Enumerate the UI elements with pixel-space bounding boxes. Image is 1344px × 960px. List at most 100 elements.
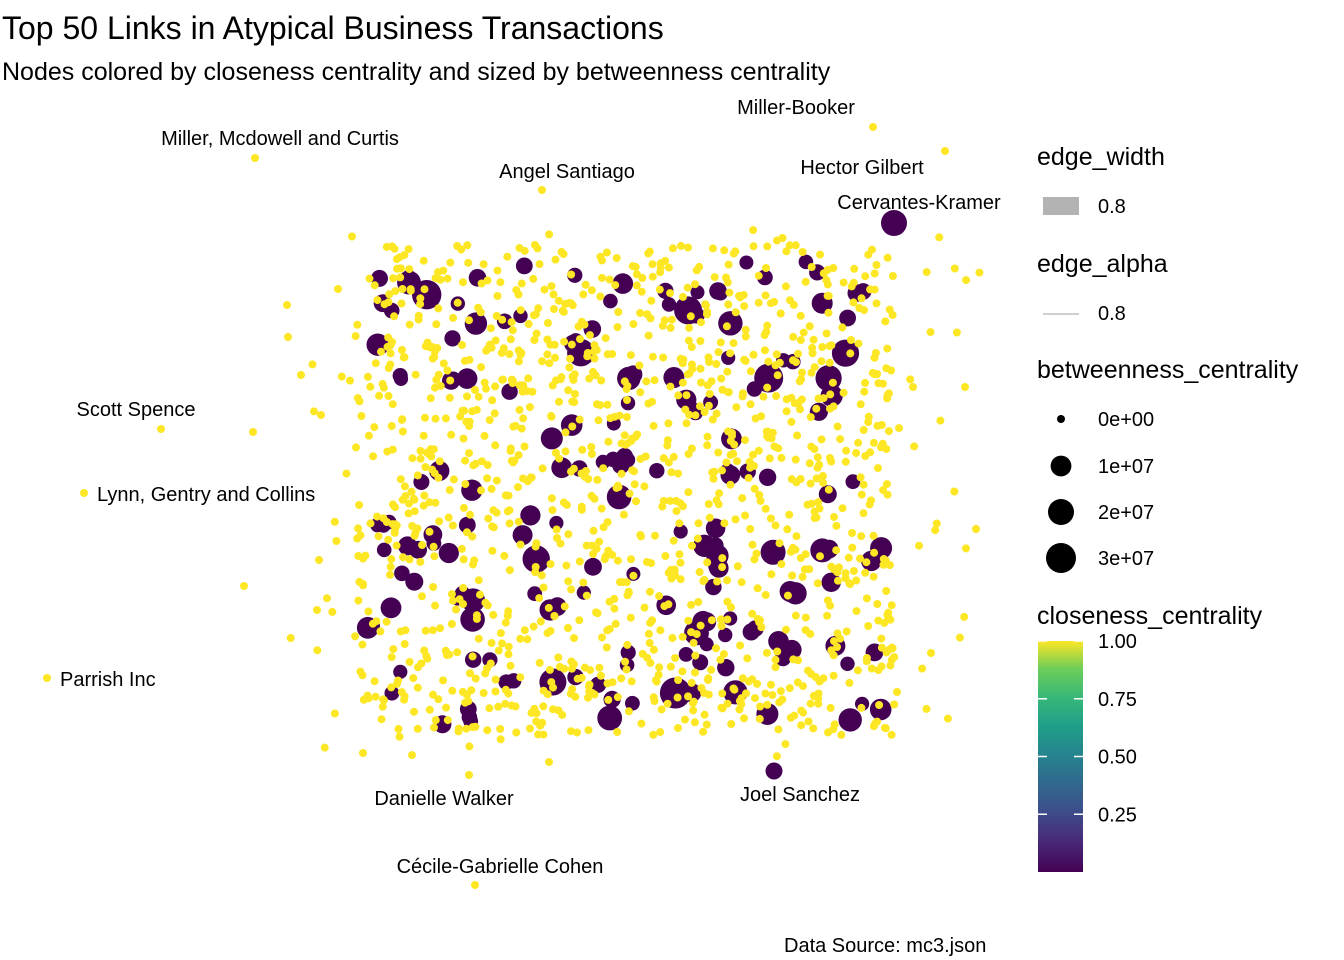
network-node bbox=[590, 676, 607, 693]
network-node bbox=[323, 594, 331, 603]
network-node bbox=[689, 638, 698, 647]
network-node bbox=[592, 346, 601, 354]
labeled-node-point bbox=[881, 210, 907, 236]
network-node bbox=[803, 500, 812, 509]
network-node bbox=[407, 487, 416, 496]
network-node bbox=[348, 232, 356, 241]
network-node bbox=[610, 604, 619, 613]
network-node bbox=[862, 594, 871, 603]
network-node bbox=[523, 635, 532, 644]
network-node bbox=[650, 376, 659, 385]
network-node bbox=[512, 728, 521, 737]
network-node bbox=[859, 426, 868, 434]
legend-size-label: 2e+07 bbox=[1098, 502, 1154, 524]
network-node bbox=[612, 254, 621, 262]
network-node bbox=[459, 555, 468, 564]
network-node bbox=[723, 597, 732, 606]
network-node bbox=[735, 291, 743, 300]
network-node bbox=[684, 243, 692, 252]
network-node bbox=[674, 296, 703, 325]
network-node bbox=[392, 368, 408, 384]
network-node bbox=[678, 359, 687, 368]
network-node bbox=[488, 396, 497, 405]
network-node bbox=[454, 724, 463, 733]
network-node bbox=[756, 616, 764, 625]
network-node bbox=[717, 374, 726, 383]
network-node bbox=[726, 450, 735, 459]
network-node bbox=[830, 637, 838, 646]
network-node bbox=[471, 722, 480, 731]
network-node bbox=[880, 723, 889, 732]
network-node bbox=[845, 678, 854, 687]
network-node bbox=[829, 671, 838, 680]
legend-edge-alpha-title: edge_alpha bbox=[1037, 250, 1168, 278]
network-node bbox=[910, 442, 919, 451]
network-node bbox=[691, 411, 700, 420]
network-node bbox=[640, 603, 649, 612]
node-label: Cécile-Gabrielle Cohen bbox=[397, 856, 604, 878]
network-node bbox=[749, 242, 758, 251]
network-node bbox=[763, 427, 772, 436]
network-node bbox=[456, 368, 478, 389]
network-node bbox=[864, 622, 873, 630]
network-node bbox=[860, 306, 869, 315]
network-node bbox=[844, 553, 853, 562]
network-node bbox=[759, 392, 768, 401]
network-node bbox=[613, 323, 622, 332]
network-node bbox=[447, 620, 456, 628]
network-node bbox=[647, 559, 656, 568]
network-node bbox=[648, 272, 657, 281]
network-node bbox=[474, 576, 483, 585]
network-node bbox=[354, 596, 363, 605]
network-node bbox=[850, 264, 859, 273]
legend-closeness-keys: 1.00 0.75 0.50 0.25 bbox=[1038, 631, 1137, 826]
network-node bbox=[532, 717, 541, 726]
network-node bbox=[773, 647, 782, 656]
network-node bbox=[297, 371, 305, 379]
network-node bbox=[864, 418, 873, 427]
network-node bbox=[787, 393, 796, 402]
network-node bbox=[606, 484, 632, 510]
network-node bbox=[529, 311, 538, 320]
network-node bbox=[536, 617, 545, 626]
network-node bbox=[810, 507, 819, 516]
network-node bbox=[370, 423, 379, 432]
network-node bbox=[581, 467, 590, 475]
labeled-node-point bbox=[465, 771, 473, 779]
network-node bbox=[692, 266, 701, 275]
network-node bbox=[585, 374, 594, 383]
network-node bbox=[596, 292, 605, 301]
network-node bbox=[883, 344, 892, 353]
network-node bbox=[545, 758, 553, 766]
network-node bbox=[754, 298, 763, 307]
network-node bbox=[503, 507, 512, 516]
network-node bbox=[823, 291, 832, 300]
network-node bbox=[797, 721, 806, 730]
network-node bbox=[393, 264, 402, 273]
network-node bbox=[632, 270, 641, 279]
network-node bbox=[805, 459, 814, 468]
network-node bbox=[284, 333, 292, 341]
network-node bbox=[741, 436, 749, 445]
network-node bbox=[506, 446, 515, 455]
network-node bbox=[628, 434, 637, 443]
network-node bbox=[562, 561, 571, 570]
network-node bbox=[756, 702, 765, 711]
network-node bbox=[801, 277, 810, 286]
network-node bbox=[427, 452, 436, 461]
network-node bbox=[516, 306, 525, 315]
network-node bbox=[682, 419, 691, 428]
network-node bbox=[884, 608, 893, 617]
network-node bbox=[400, 353, 409, 362]
network-node bbox=[625, 489, 634, 498]
network-node bbox=[535, 594, 544, 603]
network-node bbox=[775, 539, 784, 548]
network-node bbox=[636, 455, 645, 463]
network-node bbox=[506, 661, 515, 670]
network-node bbox=[841, 457, 850, 466]
network-node bbox=[782, 625, 790, 634]
network-node bbox=[538, 464, 547, 473]
network-node bbox=[504, 491, 513, 500]
network-node bbox=[590, 354, 599, 363]
network-node bbox=[599, 523, 608, 532]
